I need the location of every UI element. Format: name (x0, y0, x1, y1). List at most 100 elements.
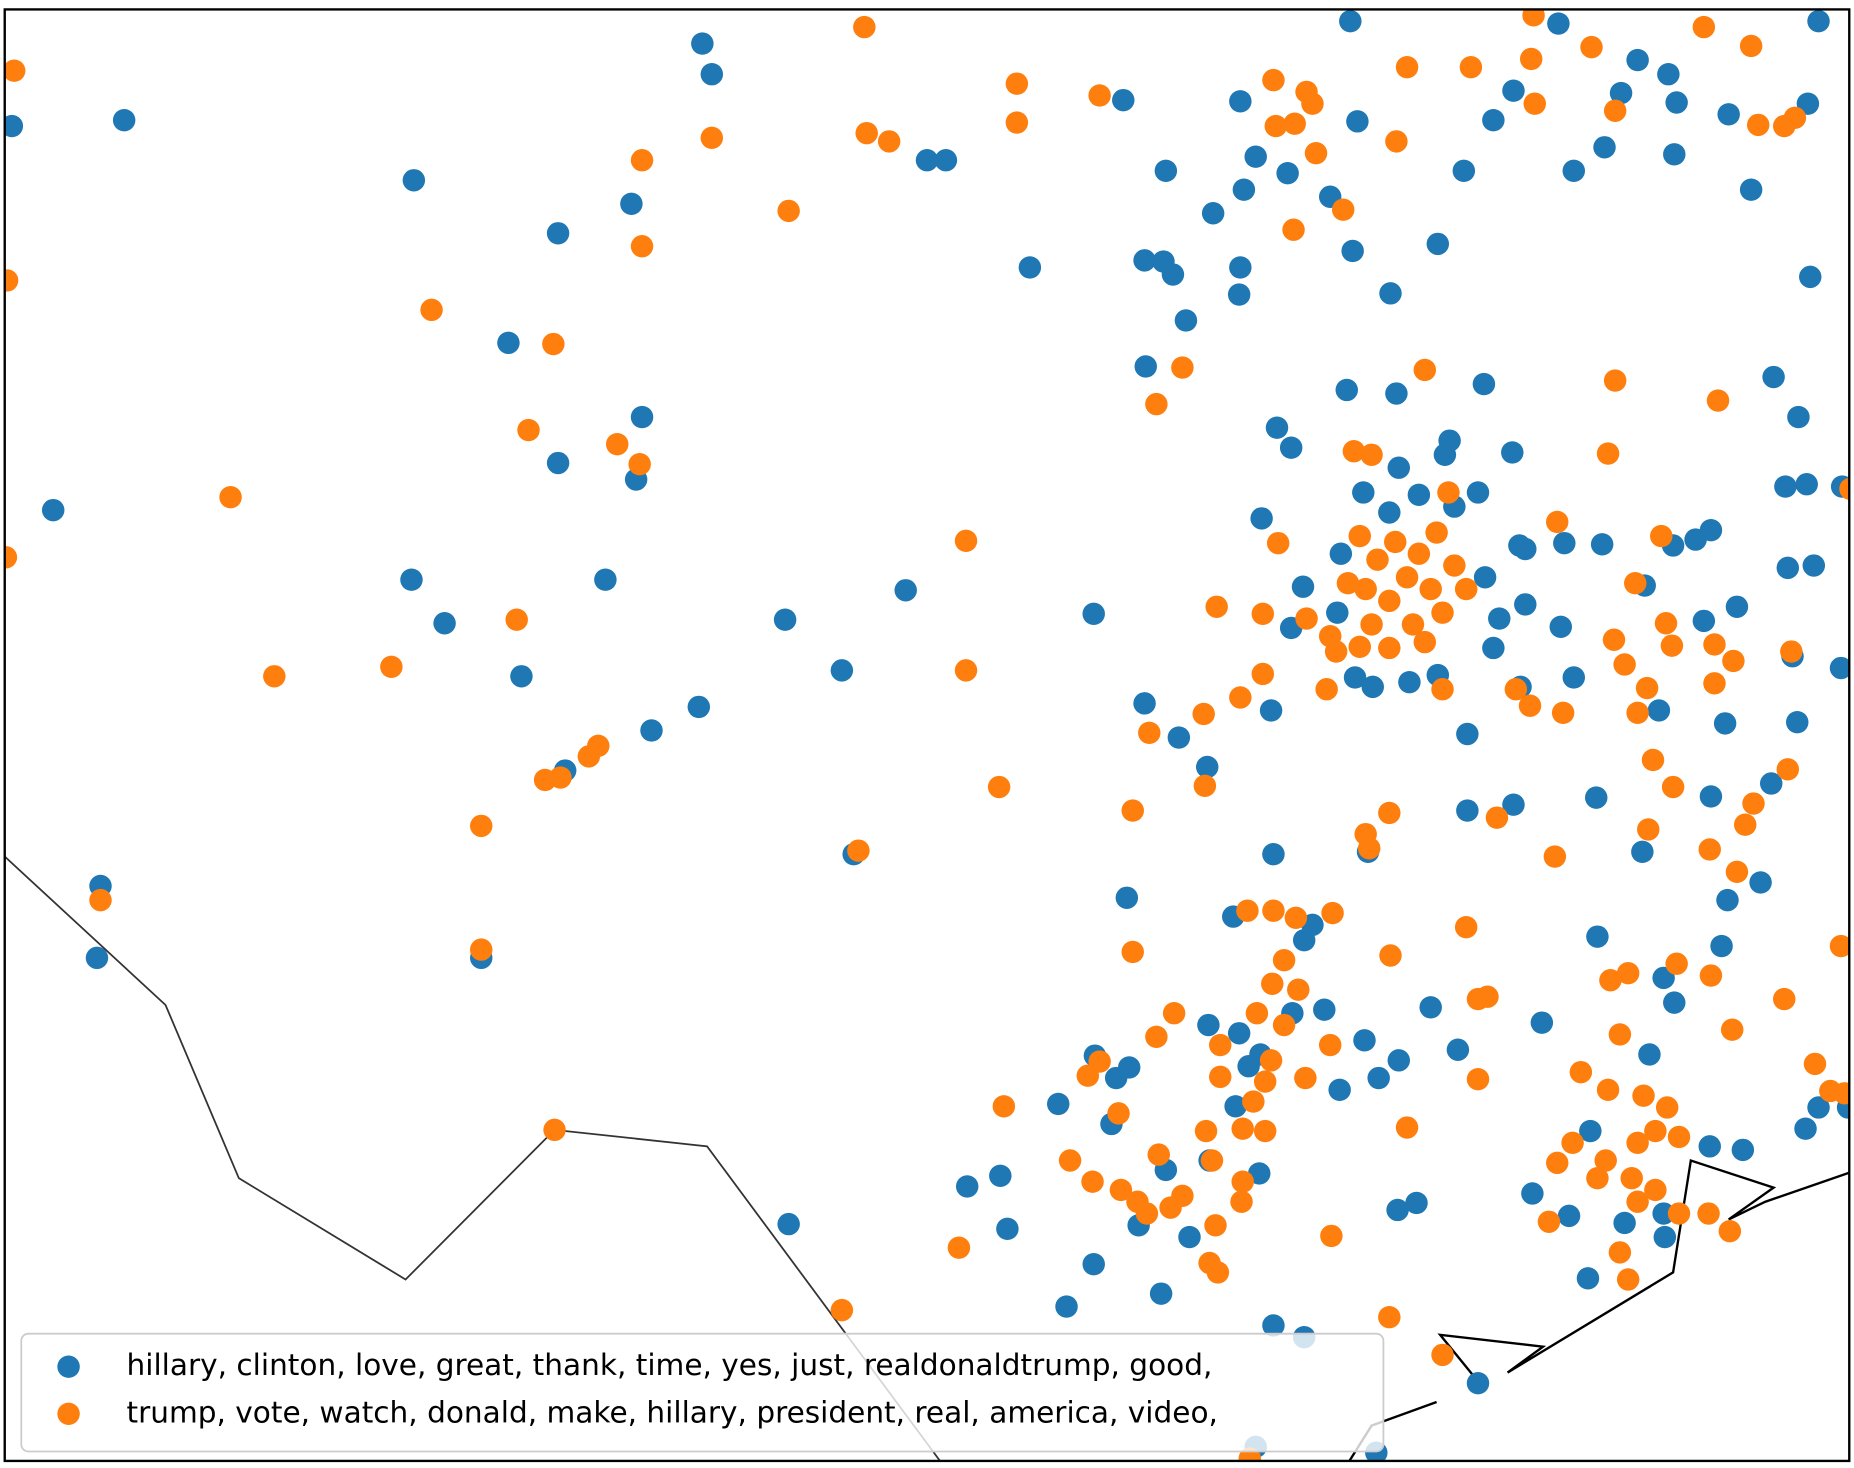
point (1749, 871, 1772, 894)
point (4, 114, 24, 138)
point (1055, 1295, 1078, 1318)
legend: hillary, clinton, love, great, thank, ti… (20, 1332, 1385, 1453)
point (1603, 369, 1627, 392)
point (1346, 110, 1369, 133)
point (1466, 1068, 1490, 1091)
point (1231, 1170, 1254, 1193)
point (1395, 566, 1419, 589)
point (1518, 694, 1542, 717)
point (1710, 934, 1733, 958)
point (1378, 801, 1401, 825)
point (1192, 702, 1215, 726)
point (1485, 806, 1509, 829)
point (1360, 443, 1383, 466)
point (1603, 99, 1627, 122)
point (1579, 1119, 1602, 1143)
point (470, 814, 493, 838)
point (1783, 106, 1807, 130)
point (1367, 1066, 1390, 1090)
point (1807, 10, 1830, 33)
point (1609, 81, 1633, 105)
point (1348, 635, 1371, 659)
legend-box (20, 1332, 1385, 1453)
point (630, 405, 654, 429)
point (1145, 392, 1168, 416)
point (1378, 1306, 1401, 1329)
point (1562, 666, 1586, 689)
point (1725, 860, 1749, 884)
point (1335, 378, 1358, 402)
point (1265, 416, 1289, 439)
point (1261, 972, 1284, 995)
point (1230, 1190, 1253, 1213)
point (1385, 130, 1408, 153)
point (1551, 701, 1575, 724)
point (1472, 372, 1496, 396)
point (777, 199, 800, 223)
point (1201, 202, 1225, 225)
point (1522, 9, 1545, 27)
point (1799, 265, 1822, 289)
point (1231, 1117, 1254, 1140)
point (1354, 577, 1377, 601)
point (1665, 952, 1688, 975)
point (1387, 1049, 1411, 1072)
point (1706, 389, 1730, 412)
point (1224, 1095, 1247, 1118)
point (1133, 692, 1156, 715)
point (1657, 63, 1680, 86)
point (1313, 998, 1336, 1021)
point (543, 1118, 566, 1142)
point (1780, 640, 1803, 663)
point (1407, 483, 1431, 507)
point (1121, 799, 1144, 822)
point (1262, 68, 1285, 92)
point (1204, 1214, 1227, 1237)
point (1395, 55, 1419, 79)
points (4, 9, 1850, 1461)
point (1720, 1018, 1744, 1041)
point (855, 121, 878, 145)
point (1644, 1119, 1667, 1143)
point (987, 775, 1011, 799)
point (1501, 441, 1524, 464)
point (605, 432, 629, 456)
point (955, 1175, 979, 1198)
point (947, 1236, 971, 1259)
point (1585, 786, 1608, 809)
point (1742, 792, 1765, 815)
point (1250, 507, 1273, 530)
point (1331, 198, 1355, 221)
point (1514, 537, 1537, 561)
point (497, 331, 520, 355)
point (1807, 1096, 1830, 1119)
point (380, 655, 403, 679)
point (1476, 985, 1499, 1008)
point (1635, 676, 1659, 700)
point (400, 568, 423, 591)
point (1378, 501, 1401, 524)
point (1725, 595, 1749, 618)
point (1608, 1023, 1632, 1046)
point (1209, 1033, 1232, 1057)
point (1018, 256, 1042, 279)
point (1291, 575, 1315, 598)
point (1459, 55, 1483, 79)
point (1088, 84, 1111, 107)
legend-marker (57, 1355, 80, 1378)
point (1802, 554, 1826, 577)
point (1135, 1202, 1159, 1225)
point (1431, 1343, 1454, 1367)
point (1692, 15, 1716, 39)
point (1502, 793, 1525, 816)
point (1616, 961, 1640, 985)
point (1324, 640, 1348, 663)
point (505, 608, 528, 631)
point (1482, 108, 1505, 132)
point (1644, 1178, 1667, 1202)
point (1329, 542, 1353, 565)
point (1514, 593, 1537, 616)
point (1602, 628, 1626, 651)
point (1703, 633, 1726, 656)
